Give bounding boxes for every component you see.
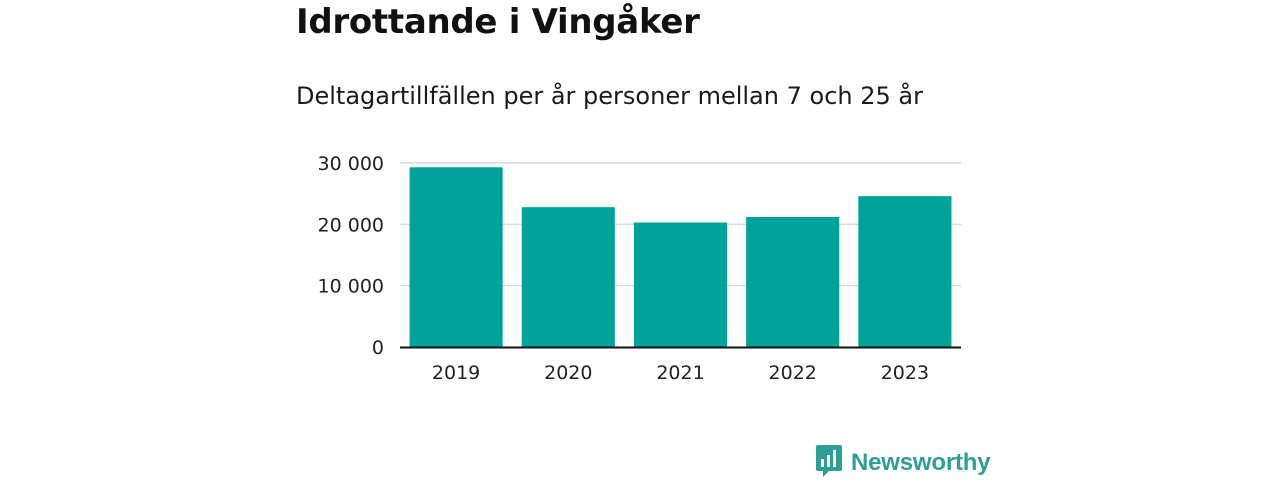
y-tick-label: 30 000 [318, 153, 384, 175]
y-tick-label: 10 000 [318, 276, 384, 298]
bar-chart: 0 10 000 20 000 30 000 2019 2020 2021 2022 2023 [318, 153, 961, 384]
axis-layer: 0 10 000 20 000 30 000 2019 2020 2021 2022 2023 [318, 153, 961, 384]
x-tick-label: 2021 [656, 362, 704, 384]
newsworthy-logo-text: Newsworthy [851, 449, 991, 476]
y-tick-label: 0 [372, 337, 384, 359]
chart-subtitle: Deltagartillfällen per år personer mella… [296, 82, 923, 110]
x-tick-label: 2019 [432, 362, 480, 384]
x-tick-label: 2020 [544, 362, 592, 384]
chart-title: Idrottande i Vingåker [296, 2, 700, 42]
newsworthy-logo-icon [815, 444, 843, 482]
bar-2021 [633, 222, 728, 347]
y-tick-label: 20 000 [318, 214, 384, 236]
x-tick-label: 2022 [769, 362, 817, 384]
x-tick-label: 2023 [881, 362, 929, 384]
bar-2023 [858, 196, 952, 347]
bar-2019 [409, 167, 503, 347]
bar-2022 [746, 216, 840, 347]
newsworthy-logo: Newsworthy [815, 444, 991, 482]
bar-layer [409, 167, 952, 347]
bar-2020 [521, 207, 615, 347]
